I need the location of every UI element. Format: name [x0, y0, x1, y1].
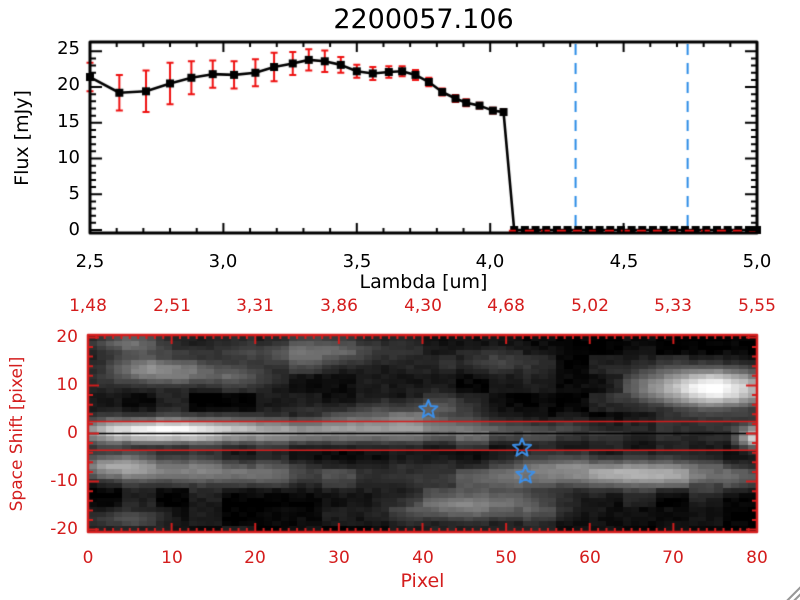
space-shift-tick-label: 0 — [67, 423, 78, 443]
space-shift-axis-title: Space Shift [pixel] — [7, 356, 27, 512]
flux-tick-label: 15 — [57, 111, 80, 132]
flux-tick-label: 0 — [68, 219, 80, 240]
lambda-tick-label: 3,5 — [342, 251, 372, 272]
wavelength-tick-label: 2,51 — [153, 296, 191, 316]
lambda-tick-label: 2,5 — [75, 251, 105, 272]
flux-tick-label: 25 — [57, 38, 80, 59]
wavelength-tick-label: 1,48 — [69, 296, 107, 316]
wavelength-tick-label: 3,31 — [236, 296, 274, 316]
space-shift-tick-label: 20 — [56, 327, 78, 347]
pixel-tick-label: 0 — [82, 548, 94, 568]
lambda-tick-label: 3,0 — [208, 251, 238, 272]
flux-axis-title: Flux [mJy] — [11, 90, 33, 186]
wavelength-tick-label: 4,30 — [404, 296, 442, 316]
pixel-tick-label: 30 — [328, 548, 350, 568]
flux-tick-label: 10 — [57, 147, 80, 168]
flux-tick-label: 5 — [68, 183, 80, 204]
lambda-tick-label: 5,0 — [742, 251, 772, 272]
wavelength-tick-label: 3,86 — [320, 296, 358, 316]
pixel-tick-label: 20 — [244, 548, 266, 568]
page-title: 2200057.106 — [333, 4, 514, 35]
pixel-axis-title: Pixel — [400, 570, 445, 592]
pixel-tick-label: 80 — [746, 548, 768, 568]
pixel-tick-label: 60 — [579, 548, 601, 568]
space-shift-tick-label: 10 — [56, 375, 78, 395]
wavelength-tick-label: 5,55 — [738, 296, 776, 316]
wavelength-tick-label: 5,33 — [654, 296, 692, 316]
lambda-axis-title: Lambda [um] — [359, 271, 488, 293]
flux-tick-label: 20 — [57, 74, 80, 95]
pixel-tick-label: 10 — [161, 548, 183, 568]
wavelength-tick-label: 5,02 — [571, 296, 609, 316]
pixel-tick-label: 40 — [412, 548, 434, 568]
space-shift-tick-label: -20 — [50, 519, 78, 539]
lambda-tick-label: 4,0 — [475, 251, 505, 272]
space-shift-tick-label: -10 — [50, 471, 78, 491]
pixel-tick-label: 70 — [662, 548, 684, 568]
wavelength-tick-label: 4,68 — [487, 296, 525, 316]
lambda-tick-label: 4,5 — [609, 251, 639, 272]
pixel-tick-label: 50 — [495, 548, 517, 568]
